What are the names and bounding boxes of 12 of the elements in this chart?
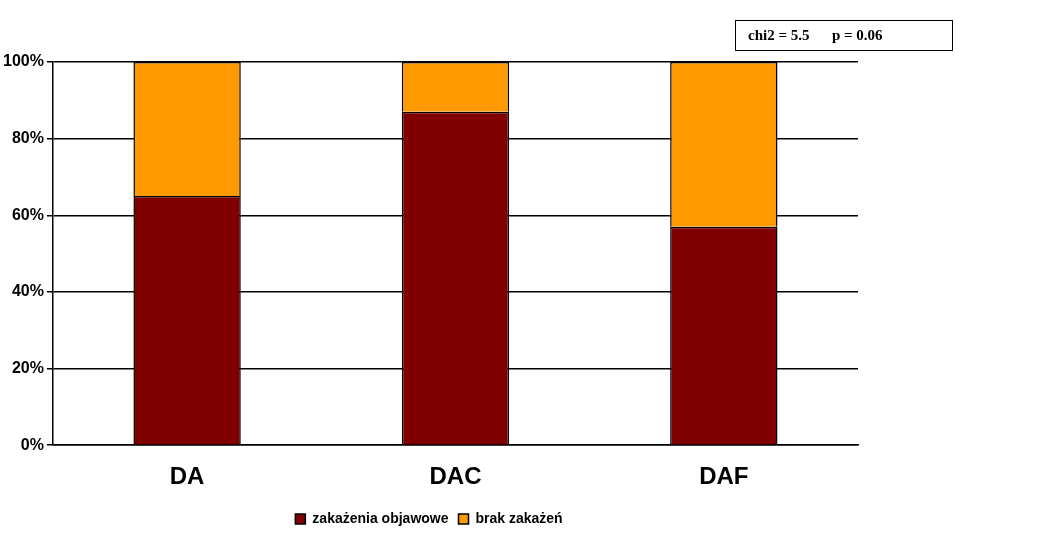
y-tick-label: 20%	[11, 358, 44, 376]
y-tick-label: 60%	[11, 205, 44, 223]
y-tick-label: 100%	[3, 52, 44, 70]
x-tick-label: DAC	[429, 462, 482, 490]
legend-label: zakażenia objawowe	[312, 509, 449, 526]
y-tick-label: 80%	[11, 129, 44, 147]
y-tick-label: 0%	[20, 435, 44, 453]
x-tick-label: DA	[169, 462, 205, 490]
y-tick-label: 40%	[11, 282, 44, 300]
legend-label: brak zakażeń	[475, 509, 563, 526]
x-tick-label: DAF	[699, 462, 749, 490]
text: chi2 = 5.5 p = 0.06	[735, 20, 953, 51]
